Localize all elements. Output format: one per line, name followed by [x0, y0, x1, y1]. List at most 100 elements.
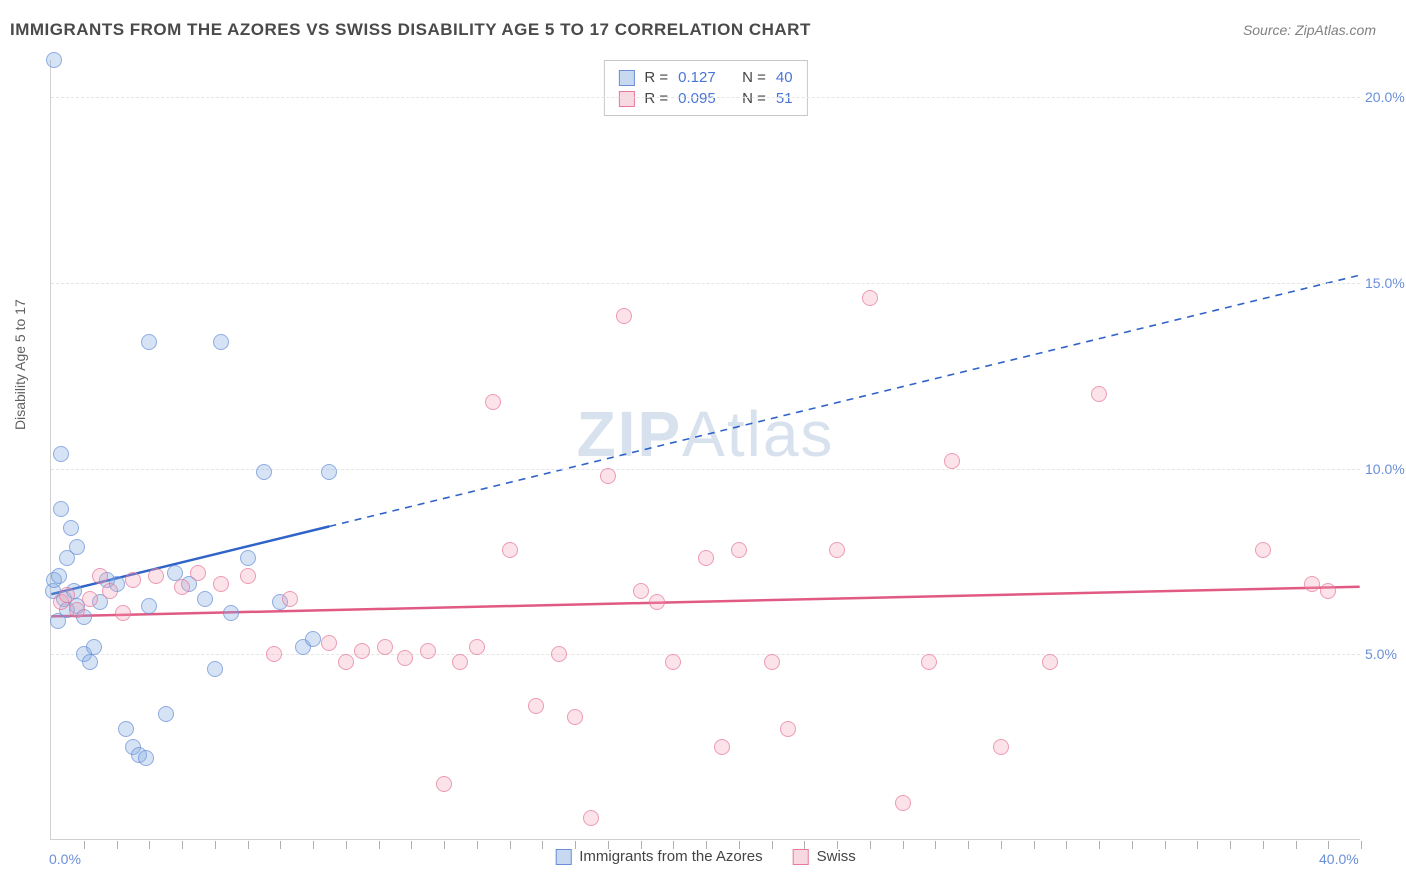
data-point	[115, 605, 131, 621]
y-tick-label: 20.0%	[1365, 89, 1406, 105]
data-point	[69, 602, 85, 618]
data-point	[528, 698, 544, 714]
x-tick-label: 0.0%	[49, 851, 81, 867]
x-tick	[1263, 841, 1264, 849]
data-point	[305, 631, 321, 647]
data-point	[141, 598, 157, 614]
x-tick	[149, 841, 150, 849]
x-tick	[739, 841, 740, 849]
x-tick	[575, 841, 576, 849]
data-point	[731, 542, 747, 558]
gridline-horizontal	[51, 469, 1360, 470]
x-tick	[379, 841, 380, 849]
x-tick	[1066, 841, 1067, 849]
legend-r-value: 0.127	[678, 69, 732, 86]
x-tick	[608, 841, 609, 849]
data-point	[420, 643, 436, 659]
x-tick	[444, 841, 445, 849]
data-point	[213, 334, 229, 350]
data-point	[53, 446, 69, 462]
x-tick	[870, 841, 871, 849]
data-point	[197, 591, 213, 607]
data-point	[174, 579, 190, 595]
data-point	[354, 643, 370, 659]
x-tick	[1165, 841, 1166, 849]
data-point	[190, 565, 206, 581]
data-point	[92, 568, 108, 584]
chart-title: IMMIGRANTS FROM THE AZORES VS SWISS DISA…	[10, 20, 811, 40]
data-point	[1320, 583, 1336, 599]
watermark: ZIPAtlas	[577, 397, 835, 471]
data-point	[141, 334, 157, 350]
x-tick	[280, 841, 281, 849]
data-point	[551, 646, 567, 662]
legend-label: Immigrants from the Azores	[579, 848, 762, 865]
series-legend: Immigrants from the Azores Swiss	[555, 848, 856, 865]
legend-row: R = 0.095 N = 51	[618, 88, 792, 109]
legend-r-label: R =	[644, 90, 668, 107]
data-point	[102, 583, 118, 599]
watermark-bold: ZIP	[577, 398, 683, 470]
x-tick	[641, 841, 642, 849]
data-point	[583, 810, 599, 826]
data-point	[223, 605, 239, 621]
x-tick	[1296, 841, 1297, 849]
trend-line-dashed	[329, 275, 1359, 526]
legend-n-value: 51	[776, 90, 793, 107]
legend-swatch	[618, 91, 634, 107]
legend-r-value: 0.095	[678, 90, 732, 107]
gridline-horizontal	[51, 283, 1360, 284]
data-point	[118, 721, 134, 737]
data-point	[256, 464, 272, 480]
x-tick	[837, 841, 838, 849]
data-point	[1042, 654, 1058, 670]
data-point	[138, 750, 154, 766]
x-tick	[968, 841, 969, 849]
data-point	[125, 572, 141, 588]
legend-item: Immigrants from the Azores	[555, 848, 762, 865]
x-tick	[673, 841, 674, 849]
legend-label: Swiss	[817, 848, 856, 865]
data-point	[82, 591, 98, 607]
legend-n-value: 40	[776, 69, 793, 86]
data-point	[649, 594, 665, 610]
x-tick	[1099, 841, 1100, 849]
data-point	[63, 520, 79, 536]
legend-n-label: N =	[742, 90, 766, 107]
x-tick	[411, 841, 412, 849]
legend-swatch	[555, 849, 571, 865]
data-point	[502, 542, 518, 558]
data-point	[51, 568, 67, 584]
data-point	[148, 568, 164, 584]
data-point	[1304, 576, 1320, 592]
data-point	[46, 52, 62, 68]
legend-item: Swiss	[793, 848, 856, 865]
data-point	[895, 795, 911, 811]
data-point	[240, 568, 256, 584]
data-point	[600, 468, 616, 484]
data-point	[397, 650, 413, 666]
data-point	[321, 464, 337, 480]
x-tick	[182, 841, 183, 849]
data-point	[469, 639, 485, 655]
x-tick	[1034, 841, 1035, 849]
data-point	[240, 550, 256, 566]
x-tick	[477, 841, 478, 849]
x-tick	[542, 841, 543, 849]
data-point	[829, 542, 845, 558]
x-tick	[313, 841, 314, 849]
data-point	[69, 539, 85, 555]
x-tick	[903, 841, 904, 849]
x-tick	[1197, 841, 1198, 849]
y-tick-label: 10.0%	[1365, 461, 1406, 477]
x-tick	[1230, 841, 1231, 849]
data-point	[86, 639, 102, 655]
source-attribution: Source: ZipAtlas.com	[1243, 22, 1376, 38]
data-point	[633, 583, 649, 599]
x-tick	[346, 841, 347, 849]
legend-swatch	[618, 70, 634, 86]
x-tick	[772, 841, 773, 849]
x-tick	[935, 841, 936, 849]
x-tick	[706, 841, 707, 849]
y-tick-label: 15.0%	[1365, 275, 1406, 291]
